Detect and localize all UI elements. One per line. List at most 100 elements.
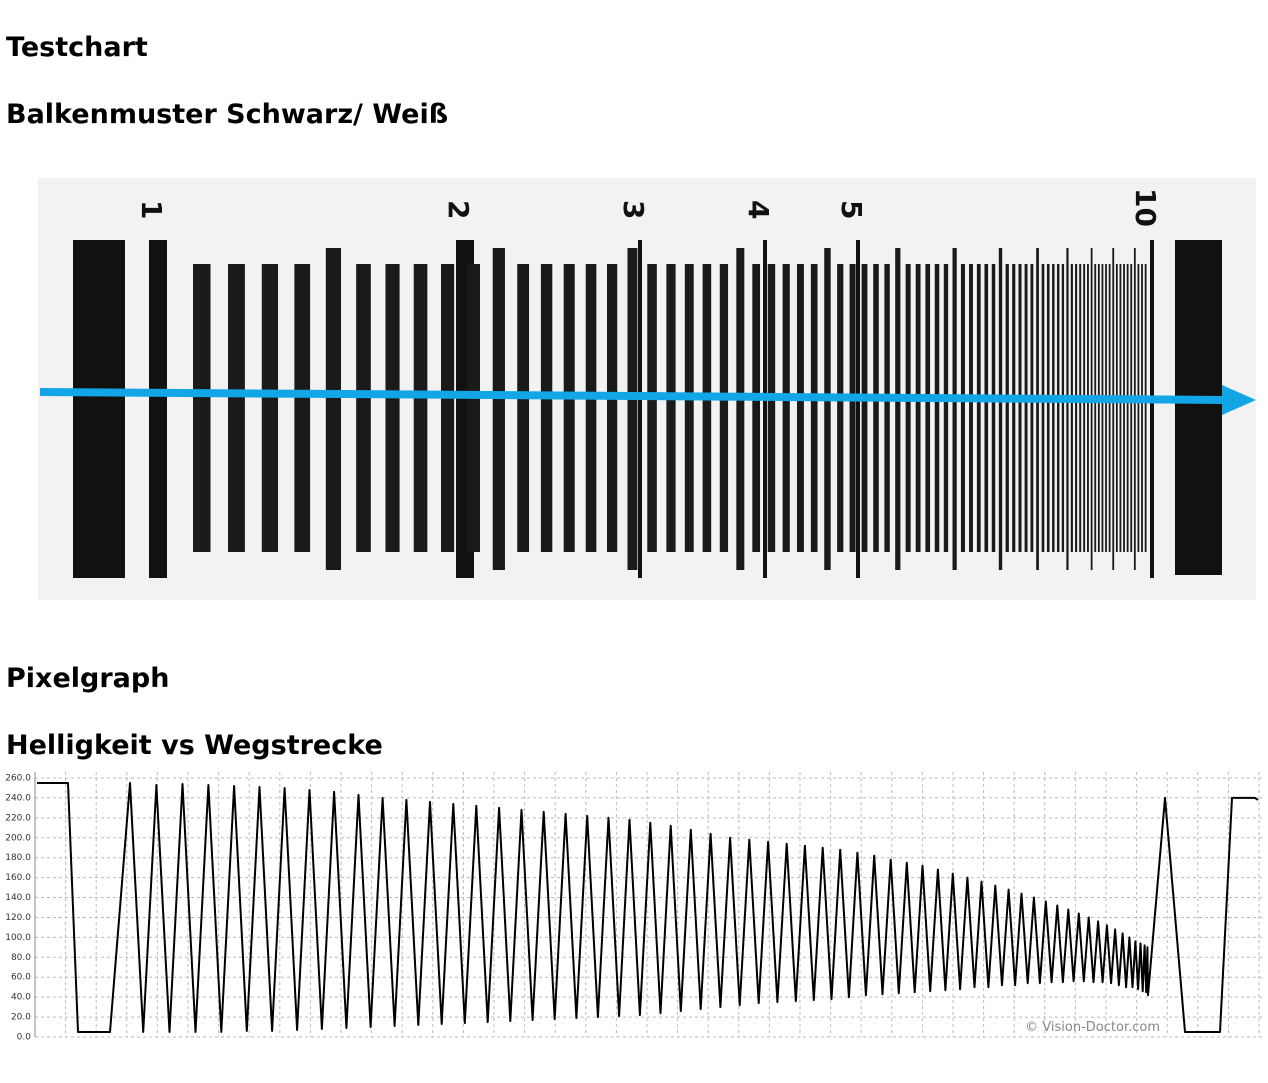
- marker-bar: [638, 240, 642, 578]
- bar: [1083, 264, 1086, 552]
- bar: [702, 264, 712, 552]
- bar: [606, 264, 618, 552]
- bar: [385, 264, 400, 552]
- bar: [810, 264, 818, 552]
- bar: [1126, 264, 1129, 552]
- bar: [1097, 264, 1100, 552]
- y-tick-label: 120.0: [5, 913, 31, 923]
- bar: [861, 264, 868, 552]
- testchart-background: [38, 178, 1256, 600]
- bar: [627, 248, 638, 570]
- bar: [1112, 248, 1115, 570]
- y-tick-label: 260.0: [5, 774, 31, 784]
- bar: [1075, 264, 1078, 552]
- bar: [1041, 264, 1045, 552]
- bar: [824, 248, 831, 570]
- bar: [976, 264, 981, 552]
- bar: [585, 264, 597, 552]
- bar: [1005, 264, 1009, 552]
- bar: [1018, 264, 1022, 552]
- bar: [873, 264, 879, 552]
- y-tick-label: 80.0: [11, 953, 31, 963]
- bar: [1144, 264, 1147, 552]
- bar: [1024, 264, 1028, 552]
- bar: [719, 264, 729, 552]
- bar: [969, 264, 973, 552]
- arrow-line: [39, 388, 1229, 404]
- bar: [960, 264, 965, 552]
- bar: [991, 264, 996, 552]
- bar: [1133, 248, 1136, 570]
- y-tick-label: 240.0: [5, 793, 31, 803]
- bar: [905, 264, 911, 552]
- bar: [294, 264, 311, 552]
- bar: [647, 264, 657, 552]
- bar: [796, 264, 804, 552]
- bar: [684, 264, 694, 552]
- bar: [998, 248, 1003, 570]
- bar: [563, 264, 575, 552]
- y-tick-label: 100.0: [5, 933, 31, 943]
- bar: [1061, 264, 1065, 552]
- bar: [1090, 248, 1093, 570]
- bar: [884, 264, 890, 552]
- heading: Helligkeit vs Wegstrecke: [6, 730, 383, 761]
- bar: [261, 264, 279, 552]
- bar: [1079, 264, 1082, 552]
- scale-label: 1: [135, 200, 168, 219]
- bar: [1030, 264, 1034, 552]
- bar: [849, 264, 856, 552]
- bar: [440, 264, 455, 552]
- bar: [1012, 264, 1016, 552]
- bar: [1119, 264, 1122, 552]
- bar: [895, 248, 901, 570]
- scale-label: 3: [617, 200, 650, 219]
- bar: [1130, 264, 1133, 552]
- bar: [943, 264, 949, 552]
- marker-bar: [1150, 240, 1154, 578]
- bar: [517, 264, 530, 552]
- bar: [1101, 264, 1104, 552]
- bar: [666, 264, 676, 552]
- marker-bar: [149, 240, 167, 578]
- scale-label: 2: [442, 200, 475, 219]
- bar: [228, 264, 245, 552]
- bar: [952, 248, 957, 570]
- bar: [1036, 248, 1039, 570]
- bar: [1105, 264, 1107, 552]
- marker-bar: [763, 240, 767, 578]
- y-tick-label: 0.0: [17, 1033, 32, 1043]
- y-tick-label: 20.0: [11, 1013, 31, 1023]
- bar: [1052, 264, 1055, 552]
- scale-label: 10: [1129, 188, 1162, 227]
- bar: [915, 264, 921, 552]
- bar: [467, 264, 481, 552]
- bar: [1175, 240, 1222, 575]
- y-tick-label: 220.0: [5, 813, 31, 823]
- bar: [193, 264, 211, 552]
- heading: Testchart: [6, 32, 148, 63]
- testchart: 1 2 3 4 5 10: [38, 178, 1256, 600]
- heading: Balkenmuster Schwarz/ Weiß: [6, 99, 448, 130]
- y-tick-label: 60.0: [11, 973, 31, 983]
- bar: [1123, 264, 1125, 552]
- bar: [325, 248, 341, 570]
- bar: [1087, 264, 1089, 552]
- bar: [925, 264, 931, 552]
- bar: [1141, 264, 1143, 552]
- bar: [1046, 264, 1050, 552]
- bar: [736, 248, 745, 570]
- bar: [782, 264, 790, 552]
- bar: [752, 264, 761, 552]
- bar: [767, 264, 776, 552]
- y-tick-label: 140.0: [5, 893, 31, 903]
- scale-label: 4: [742, 200, 775, 219]
- brightness-line: [37, 782, 1259, 1033]
- y-tick-label: 40.0: [11, 993, 31, 1003]
- bar: [1066, 248, 1069, 570]
- bar: [984, 264, 989, 552]
- bar: [1115, 264, 1118, 552]
- watermark: © Vision-Doctor.com: [1025, 1020, 1160, 1035]
- pixel-graph: 0.0 20.0 40.0 60.0 80.0 100.0 120.0 140.0 160.0 1…: [5, 772, 1262, 1043]
